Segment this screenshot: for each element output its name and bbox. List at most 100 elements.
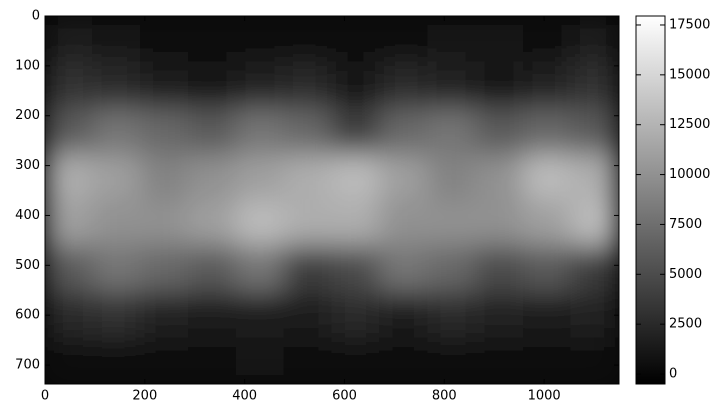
x-tick-label: 0	[41, 389, 49, 404]
cell	[570, 245, 619, 293]
cell	[427, 337, 476, 384]
colorbar-tick-label: 5000	[669, 267, 702, 282]
cell	[475, 199, 524, 247]
cell	[235, 16, 285, 63]
cell	[475, 153, 524, 201]
cell	[331, 245, 381, 293]
y-tick-label: 500	[15, 258, 40, 273]
cell	[570, 199, 619, 247]
cell	[140, 291, 189, 339]
cell	[331, 16, 381, 63]
cell	[92, 61, 142, 109]
cell	[379, 107, 429, 155]
cell	[522, 245, 572, 293]
cell	[283, 16, 333, 63]
cell	[522, 61, 572, 109]
cell	[92, 245, 142, 293]
cell	[283, 153, 333, 201]
cell	[475, 245, 524, 293]
cell	[140, 337, 189, 384]
cell	[92, 291, 142, 339]
cell	[92, 16, 142, 63]
colorbar-tick-label: 12500	[669, 117, 710, 132]
cell	[427, 153, 476, 201]
cell	[188, 245, 237, 293]
x-tick-label: 1000	[528, 389, 561, 404]
cell	[140, 153, 189, 201]
cell	[140, 16, 189, 63]
cell	[45, 245, 94, 293]
cell	[522, 153, 572, 201]
cell	[140, 245, 189, 293]
colorbar-tick-label: 7500	[669, 217, 702, 232]
cell	[379, 291, 429, 339]
cell	[427, 245, 476, 293]
cell	[379, 245, 429, 293]
cell	[283, 337, 333, 384]
cell	[92, 107, 142, 155]
cell	[140, 199, 189, 247]
x-tick-label: 800	[432, 389, 457, 404]
cell	[140, 61, 189, 109]
cell	[570, 16, 619, 63]
cell	[379, 16, 429, 63]
cell	[283, 291, 333, 339]
cell	[522, 199, 572, 247]
cell	[427, 199, 476, 247]
cell	[379, 337, 429, 384]
cell	[45, 61, 94, 109]
cell	[331, 61, 381, 109]
cell	[45, 107, 94, 155]
x-tick-label: 600	[332, 389, 357, 404]
cell	[379, 153, 429, 201]
cell	[475, 16, 524, 63]
y-tick-label: 200	[15, 108, 40, 123]
cell	[188, 61, 237, 109]
cell	[427, 61, 476, 109]
cell	[92, 153, 142, 201]
cell	[331, 337, 381, 384]
y-tick-label: 600	[15, 308, 40, 323]
cell	[45, 291, 94, 339]
y-tick-label: 700	[15, 358, 40, 373]
cell	[235, 107, 285, 155]
cell	[235, 61, 285, 109]
cell	[45, 16, 94, 63]
cell	[570, 153, 619, 201]
cell	[331, 199, 381, 247]
cell	[283, 245, 333, 293]
cell	[235, 245, 285, 293]
cell	[235, 337, 285, 384]
cell	[140, 107, 189, 155]
cell	[188, 107, 237, 155]
heatmap-image	[45, 16, 619, 384]
cell	[522, 337, 572, 384]
cell	[45, 337, 94, 384]
cell	[188, 199, 237, 247]
cell	[475, 107, 524, 155]
cell	[283, 199, 333, 247]
axes: 0 200 400 600 800 100001002003004005006007000…	[15, 9, 710, 404]
cell	[475, 291, 524, 339]
x-tick-label: 200	[132, 389, 157, 404]
cell	[570, 337, 619, 384]
cell	[188, 153, 237, 201]
cell	[45, 199, 94, 247]
cell	[427, 107, 476, 155]
cell	[570, 61, 619, 109]
cell	[379, 61, 429, 109]
cell	[475, 61, 524, 109]
cell	[188, 16, 237, 63]
cell	[235, 199, 285, 247]
cell	[45, 153, 94, 201]
colorbar-tick-label: 0	[669, 367, 677, 382]
cell	[522, 107, 572, 155]
cell	[331, 153, 381, 201]
y-tick-label: 100	[15, 58, 40, 73]
colorbar	[635, 15, 666, 385]
cell	[188, 337, 237, 384]
cell	[522, 16, 572, 63]
y-tick-label: 400	[15, 208, 40, 223]
cell	[283, 61, 333, 109]
